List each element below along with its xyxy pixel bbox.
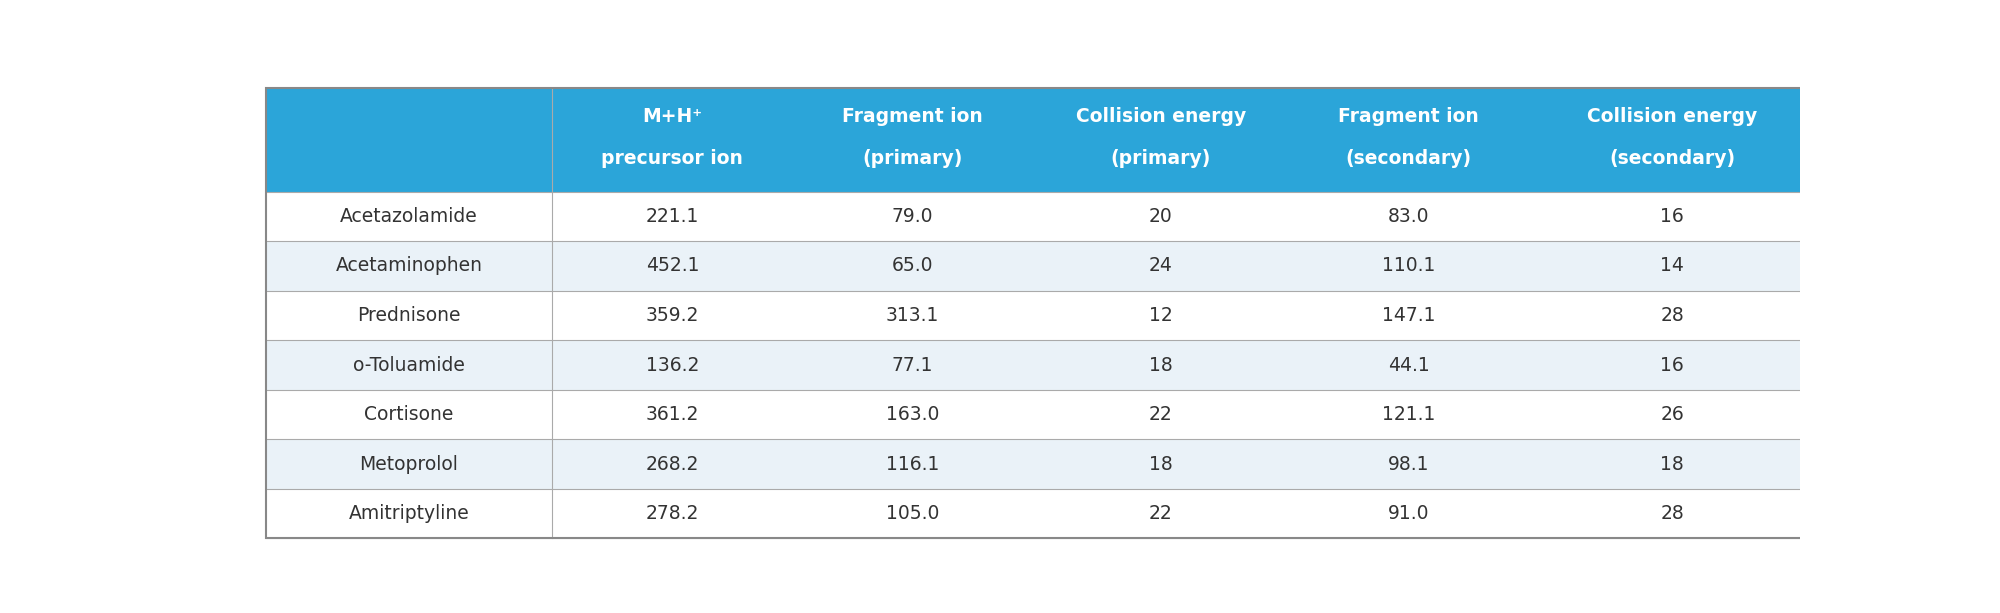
Text: Amitriptyline: Amitriptyline (348, 504, 470, 524)
Bar (266, 191, 1816, 241)
Text: 91.0: 91.0 (1388, 504, 1430, 524)
Text: precursor ion: precursor ion (602, 149, 744, 168)
Bar (266, 390, 1816, 440)
Text: 22: 22 (1148, 504, 1172, 524)
Text: 147.1: 147.1 (1382, 306, 1436, 325)
Bar (266, 241, 1816, 291)
Text: 278.2: 278.2 (646, 504, 700, 524)
Text: (primary): (primary) (862, 149, 962, 168)
Text: 83.0: 83.0 (1388, 207, 1430, 226)
Bar (266, 291, 1816, 340)
Text: 110.1: 110.1 (1382, 256, 1436, 275)
Text: 268.2: 268.2 (646, 455, 700, 474)
Text: 163.0: 163.0 (886, 405, 940, 424)
Text: (secondary): (secondary) (1610, 149, 1736, 168)
Text: M+H⁺: M+H⁺ (642, 107, 702, 126)
Text: 24: 24 (1148, 256, 1172, 275)
Text: 20: 20 (1148, 207, 1172, 226)
Text: 121.1: 121.1 (1382, 405, 1436, 424)
Text: 65.0: 65.0 (892, 256, 934, 275)
Text: Acetazolamide: Acetazolamide (340, 207, 478, 226)
Text: Collision energy: Collision energy (1076, 107, 1246, 126)
Text: (primary): (primary) (1110, 149, 1210, 168)
Text: 16: 16 (1660, 207, 1684, 226)
Text: (secondary): (secondary) (1346, 149, 1472, 168)
Text: 28: 28 (1660, 306, 1684, 325)
Text: 452.1: 452.1 (646, 256, 700, 275)
Text: 16: 16 (1660, 356, 1684, 375)
Text: 26: 26 (1660, 405, 1684, 424)
Text: Metoprolol: Metoprolol (360, 455, 458, 474)
Text: Prednisone: Prednisone (358, 306, 460, 325)
Text: 12: 12 (1148, 306, 1172, 325)
Text: 359.2: 359.2 (646, 306, 700, 325)
Text: 136.2: 136.2 (646, 356, 700, 375)
Text: Acetaminophen: Acetaminophen (336, 256, 482, 275)
Text: 361.2: 361.2 (646, 405, 700, 424)
Text: 79.0: 79.0 (892, 207, 934, 226)
Text: 105.0: 105.0 (886, 504, 940, 524)
Text: 18: 18 (1148, 455, 1172, 474)
Text: 44.1: 44.1 (1388, 356, 1430, 375)
Text: 98.1: 98.1 (1388, 455, 1430, 474)
Text: 116.1: 116.1 (886, 455, 940, 474)
Text: 77.1: 77.1 (892, 356, 934, 375)
Text: 22: 22 (1148, 405, 1172, 424)
Text: 313.1: 313.1 (886, 306, 940, 325)
Text: 28: 28 (1660, 504, 1684, 524)
Text: Cortisone: Cortisone (364, 405, 454, 424)
Text: Fragment ion: Fragment ion (842, 107, 984, 126)
Text: Collision energy: Collision energy (1588, 107, 1758, 126)
Bar (266, 489, 1816, 538)
Text: 14: 14 (1660, 256, 1684, 275)
Text: o-Toluamide: o-Toluamide (352, 356, 464, 375)
Bar (266, 440, 1816, 489)
Bar (266, 88, 1816, 191)
Text: Fragment ion: Fragment ion (1338, 107, 1480, 126)
Text: 221.1: 221.1 (646, 207, 700, 226)
Text: 18: 18 (1148, 356, 1172, 375)
Text: 18: 18 (1660, 455, 1684, 474)
Bar (266, 340, 1816, 390)
